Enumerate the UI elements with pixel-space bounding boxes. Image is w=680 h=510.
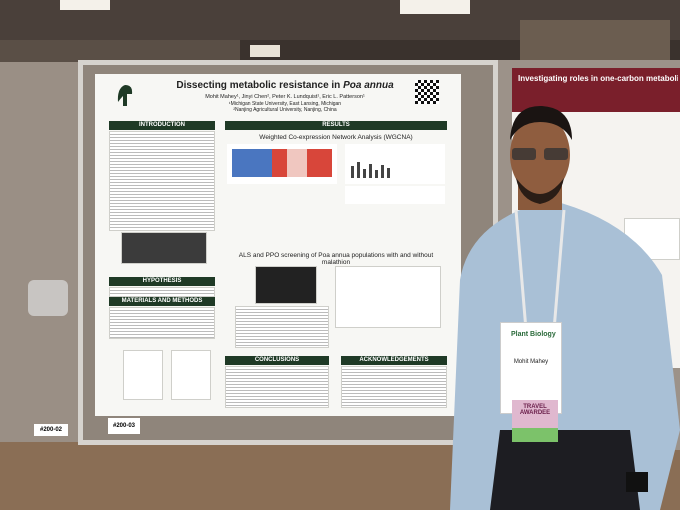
poster: Dissecting metabolic resistance in Poa a… (95, 74, 461, 416)
university-logo (117, 85, 133, 106)
text-block (341, 366, 447, 408)
section-header: ACKNOWLEDGEMENTS (341, 356, 447, 365)
section-header: HYPOTHESIS (109, 277, 215, 286)
board-label: #200-03 (108, 418, 140, 434)
section-header: MATERIALS AND METHODS (109, 297, 215, 306)
poster-affiliation: ¹Michigan State University, East Lansing… (228, 101, 342, 107)
badge-brand: Plant Biology (511, 331, 556, 338)
second-poster-banner (512, 68, 680, 112)
poster-title: Dissecting metabolic resistance in Poa a… (176, 80, 394, 91)
badge-name: Mohit Mahey (513, 359, 549, 365)
subsection-title: Weighted Co-expression Network Analysis … (259, 134, 413, 141)
figure (255, 266, 317, 304)
ribbon-text: TRAVEL AWARDEE (519, 404, 551, 416)
subsection-title: ALS and PPO screening of Poa annua popul… (238, 252, 434, 266)
text-block (109, 307, 215, 339)
poster-authors: Mohit Mahey¹, Jinyi Chen², Peter K. Lund… (205, 94, 365, 100)
wgcna-figures (227, 144, 445, 204)
figure (121, 232, 207, 264)
figure (171, 350, 211, 400)
figure (123, 350, 163, 400)
left-board (0, 62, 82, 442)
section-header: CONCLUSIONS (225, 356, 329, 365)
text-block (109, 131, 215, 231)
plastic-bag (28, 280, 68, 316)
figure (335, 266, 441, 328)
second-poster-title: Investigating roles in one-carbon metabo… (518, 74, 678, 83)
section-header: RESULTS (225, 121, 447, 130)
board-label: #200-02 (34, 424, 68, 436)
text-block (225, 366, 329, 408)
presenter-ribbon (512, 428, 558, 442)
text-block (235, 306, 329, 348)
poster-affiliation: ²Nanjing Agricultural University, Nanjin… (233, 107, 337, 113)
text-block (109, 287, 215, 297)
person (450, 105, 680, 510)
qr-code (415, 80, 439, 104)
section-header: INTRODUCTION (109, 121, 215, 130)
